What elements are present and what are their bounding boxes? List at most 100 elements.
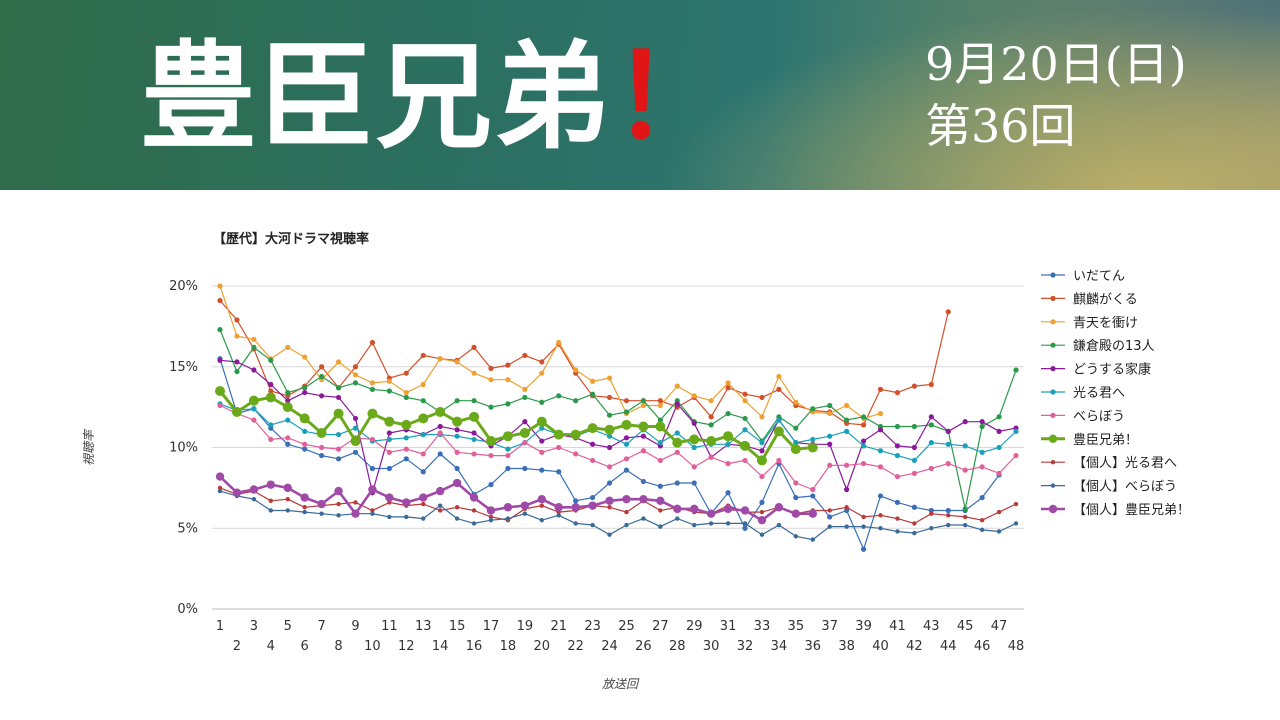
legend: いだてん麒麟がくる青天を衝け鎌倉殿の13人どうする家康光る君へべらぼう豊臣兄弟！… [1041,269,1190,518]
data-point [756,455,767,466]
data-point [571,503,580,512]
data-point [217,357,223,363]
data-point [505,465,511,472]
data-point [285,508,290,513]
data-point [488,377,494,383]
data-point [573,498,579,504]
data-point [217,327,223,333]
data-point [725,490,731,496]
data-point [776,417,782,423]
data-point [437,508,443,513]
legend-item: 【個人】光る君へ [1041,456,1177,471]
legend-swatch-marker [1050,319,1056,325]
data-point [911,444,917,451]
data-point [844,505,849,510]
data-point [251,344,257,350]
data-point [640,448,647,454]
data-point [793,534,799,539]
legend-label: べらぼう [1073,409,1125,424]
x-tick-label: 23 [584,619,601,634]
data-point [469,411,480,422]
data-point [979,419,985,425]
data-point [623,435,630,441]
data-point [979,517,985,523]
data-point [319,452,325,459]
legend-swatch-marker [1050,366,1056,372]
data-point [945,309,951,315]
x-tick-label: 11 [381,619,398,634]
data-point [606,433,613,439]
data-point [502,431,513,442]
data-point [895,516,900,521]
data-point [335,446,342,452]
data-point [488,517,494,523]
data-point [725,521,731,526]
data-point [370,511,375,516]
data-point [946,513,951,518]
data-point [234,317,240,323]
data-point [589,457,596,464]
data-point [675,516,680,521]
data-point [607,505,612,510]
data-point [606,444,613,451]
x-tick-label: 15 [449,619,466,634]
data-point [539,438,545,444]
data-point [402,498,411,507]
data-point [215,472,225,481]
data-point [505,377,511,383]
data-point [471,521,477,526]
data-point [996,509,1002,515]
data-point [268,508,274,513]
x-tick-label: 34 [771,639,788,654]
data-point [302,428,308,434]
data-point [894,389,901,396]
data-point [536,416,547,427]
data-point [962,419,968,425]
data-point [265,392,276,403]
data-point [623,398,630,404]
data-point [844,402,850,409]
data-point [827,514,833,520]
data-point [285,417,291,423]
data-point [759,473,765,480]
legend-label: どうする家康 [1073,362,1151,378]
data-point [860,422,867,428]
x-tick-label: 32 [737,639,754,654]
series-3 [217,327,1019,512]
y-tick-label: 5% [177,521,198,536]
data-point [962,522,968,528]
data-point [860,461,867,467]
data-point [437,423,443,430]
data-point [674,401,680,407]
data-point [437,356,443,362]
data-point [757,515,767,525]
ratings-line-chart: 【歴代】大河ドラマ視聴率 視聴率 放送回 0%5%10%15%20% 12345… [82,231,1190,691]
data-point [302,441,308,447]
data-point [251,336,257,342]
data-point [231,406,242,417]
data-point [503,503,513,512]
data-point [335,359,342,365]
data-point [285,441,291,447]
data-point [725,380,731,386]
data-point [740,440,751,451]
data-point [742,415,748,422]
data-point [539,359,545,365]
data-point [352,449,359,455]
data-point [674,430,680,436]
data-point [860,438,867,444]
data-point [420,381,426,388]
data-point [522,352,528,359]
data-point [352,380,359,386]
data-point [1013,452,1019,459]
data-point [979,423,985,430]
data-point [454,433,460,439]
data-point [249,485,259,494]
data-point [268,436,274,443]
data-point [302,505,307,510]
data-point [522,394,528,401]
data-point [369,380,376,386]
legend-label: 【個人】べらぼう [1073,480,1177,495]
data-point [708,521,714,526]
data-point [878,513,883,518]
